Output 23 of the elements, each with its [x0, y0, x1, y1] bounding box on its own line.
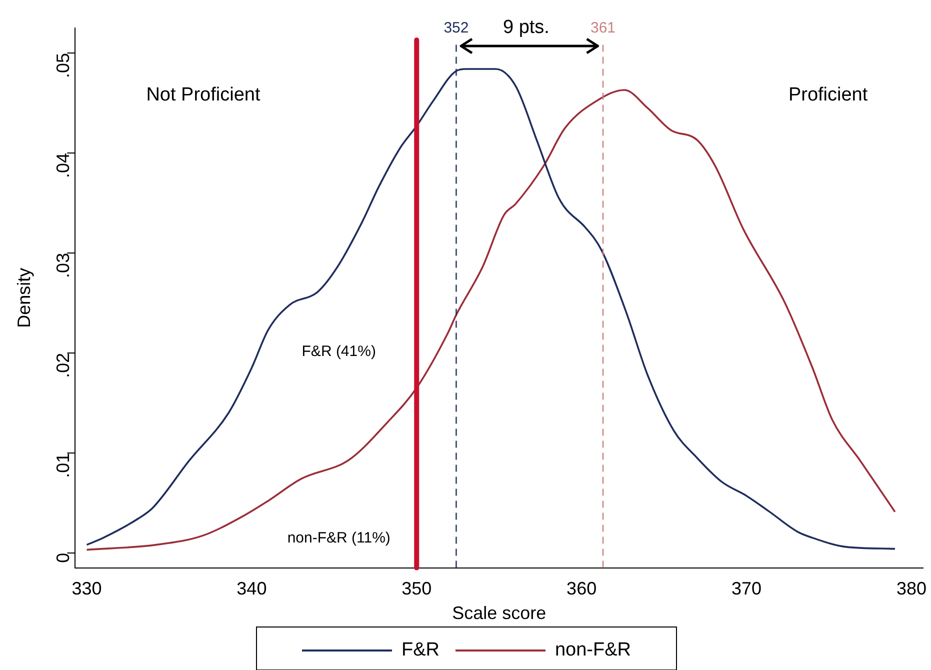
- y-tick-label: .05: [53, 52, 74, 78]
- y-tick-label: .04: [53, 152, 74, 178]
- y-axis-title: Density: [14, 268, 34, 328]
- y-tick-label: .03: [53, 252, 74, 278]
- annotation: F&R (41%): [302, 343, 376, 360]
- x-tick-label: 360: [566, 578, 597, 599]
- x-tick-label: 370: [731, 578, 762, 599]
- y-tick-label: .01: [53, 452, 74, 478]
- annotation: Not Proficient: [146, 84, 261, 106]
- ref-line-label: 361: [590, 20, 616, 37]
- annotation: 9 pts.: [502, 17, 550, 38]
- y-tick-label: .02: [53, 352, 74, 378]
- y-tick-label: 0: [53, 552, 74, 563]
- annotation: Proficient: [788, 84, 868, 106]
- x-tick-label: 340: [236, 578, 267, 599]
- x-tick-label: 330: [72, 578, 102, 599]
- x-tick-label: 380: [896, 578, 926, 599]
- x-axis-title: Scale score: [452, 603, 546, 624]
- x-tick-label: 350: [402, 578, 432, 599]
- ref-line-label: 352: [444, 20, 469, 37]
- legend-label: F&R: [401, 640, 440, 661]
- annotation: non-F&R (11%): [287, 529, 390, 546]
- legend-label: non-F&R: [554, 640, 632, 661]
